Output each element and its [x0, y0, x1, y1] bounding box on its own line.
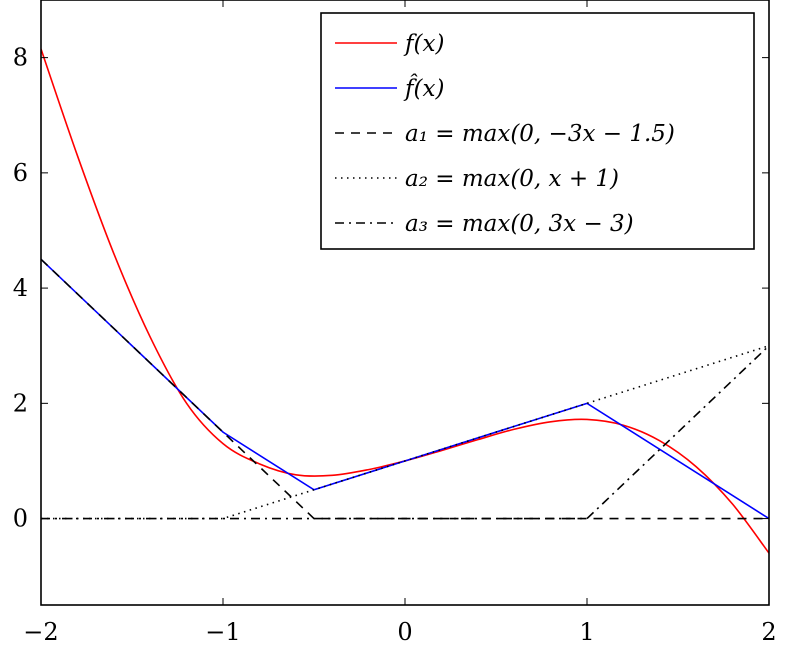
legend: f(x) f̂(x) a₁ = max(0, −3x − 1.5) a₂ = max(…: [320, 12, 755, 250]
legend-label: a₁ = max(0, −3x − 1.5): [405, 121, 675, 147]
series-line-3: [41, 258, 769, 520]
tick-labels: −2 −1 0 1 2 0 2 4 6 8: [13, 44, 777, 646]
plot-frame: [40, 0, 770, 606]
series-line-5: [41, 345, 769, 520]
x-tick-label: −1: [205, 618, 240, 646]
y-tick-label: 8: [13, 44, 28, 72]
legend-label: f̂(x): [403, 75, 444, 102]
legend-label: f(x): [403, 31, 444, 57]
y-tick-label: 4: [13, 274, 28, 302]
plot-lines: [41, 48, 769, 554]
y-tick-label: 0: [13, 505, 28, 533]
legend-box: [320, 12, 755, 250]
y-tick-label: 6: [13, 159, 28, 187]
legend-label: a₃ = max(0, 3x − 3): [405, 211, 634, 237]
legend-label: a₂ = max(0, x + 1): [405, 166, 619, 192]
x-tick-label: 2: [761, 618, 776, 646]
y-tick-label: 2: [13, 389, 28, 417]
x-tick-label: −2: [23, 618, 58, 646]
x-tick-label: 1: [579, 618, 594, 646]
series-line-1: [41, 48, 769, 554]
x-tick-label: 0: [397, 618, 412, 646]
series-line-4: [41, 344, 769, 520]
series-line-2: [41, 258, 769, 520]
